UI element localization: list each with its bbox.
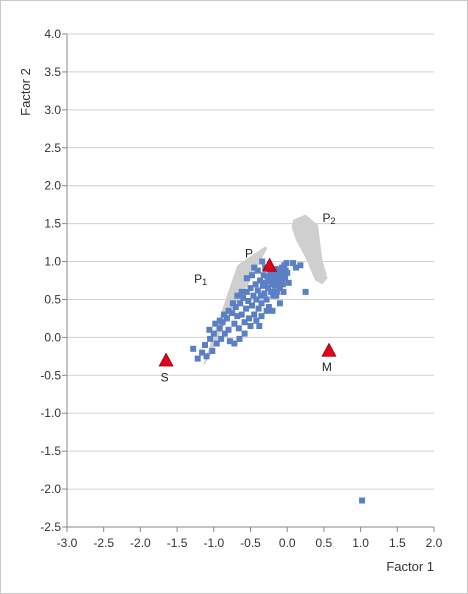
- y-tick-label: 2.0: [44, 179, 61, 193]
- sample-point: [190, 346, 196, 352]
- x-tick-label: 1.5: [389, 536, 406, 550]
- sample-point: [221, 312, 227, 318]
- sample-point: [281, 289, 287, 295]
- sample-point: [255, 287, 261, 293]
- sample-point: [273, 293, 279, 299]
- field-label-p1: P1: [194, 272, 207, 287]
- sample-point: [303, 289, 309, 295]
- y-tick-label: 0.5: [44, 292, 61, 306]
- sample-points: [190, 259, 365, 504]
- x-tick-label: -2.0: [130, 536, 151, 550]
- x-tick-label: 2.0: [426, 536, 443, 550]
- x-tick-label: -2.5: [93, 536, 114, 550]
- sample-point: [280, 281, 286, 287]
- gridlines: [67, 34, 434, 527]
- y-tick-label: -2.0: [40, 482, 61, 496]
- y-tick-label: -1.5: [40, 444, 61, 458]
- sample-point: [209, 348, 215, 354]
- sample-point: [259, 259, 265, 265]
- y-tick-label: 1.0: [44, 255, 61, 269]
- sample-point: [284, 270, 290, 276]
- y-tick-label: 4.0: [44, 27, 61, 41]
- sample-point: [284, 260, 290, 266]
- y-tick-label: 3.0: [44, 103, 61, 117]
- reference-point-m: [322, 343, 336, 356]
- sample-point: [204, 353, 210, 359]
- sample-point: [297, 262, 303, 268]
- sample-point: [246, 315, 252, 321]
- sample-point: [236, 325, 242, 331]
- x-tick-label: -1.0: [203, 536, 224, 550]
- y-tick-label: 2.5: [44, 141, 61, 155]
- sample-point: [256, 306, 262, 312]
- sample-point: [212, 321, 218, 327]
- sample-point: [239, 312, 245, 318]
- sample-point: [206, 327, 212, 333]
- sample-point: [264, 297, 270, 303]
- y-tick-label: -0.5: [40, 368, 61, 382]
- x-tick-label: 0.0: [279, 536, 296, 550]
- sample-point: [359, 498, 365, 504]
- sample-point: [218, 336, 224, 342]
- reference-label-m: M: [322, 360, 332, 374]
- x-tick-label: 0.5: [316, 536, 333, 550]
- reference-point-s: [159, 353, 173, 366]
- y-tick-label: -2.5: [40, 520, 61, 534]
- x-tick-labels: -3.0 -2.5 -2.0 -1.5 -1.0 -0.5 0.0 0.5 1.0 1.5 2.0: [57, 536, 443, 550]
- sample-point: [249, 303, 255, 309]
- sample-point: [234, 293, 240, 299]
- sample-point: [286, 280, 292, 286]
- sample-point: [264, 308, 270, 314]
- x-tick-label: -3.0: [57, 536, 78, 550]
- field-label-p2: P2: [323, 211, 336, 226]
- sample-point: [251, 265, 257, 271]
- sample-point: [202, 342, 208, 348]
- sample-point: [256, 323, 262, 329]
- sample-point: [253, 318, 259, 324]
- x-tick-label: -0.5: [240, 536, 261, 550]
- x-tick-label: 1.0: [352, 536, 369, 550]
- sample-point: [249, 272, 255, 278]
- y-tick-label: 3.5: [44, 65, 61, 79]
- sample-point: [237, 300, 243, 306]
- sample-point: [230, 300, 236, 306]
- sample-point: [244, 275, 250, 281]
- sample-point: [248, 323, 254, 329]
- sample-point: [277, 300, 283, 306]
- x-axis-label: Factor 1: [386, 559, 434, 574]
- sample-point: [261, 290, 267, 296]
- y-tick-label: 0.0: [44, 330, 61, 344]
- sample-point: [270, 308, 276, 314]
- sample-point: [231, 341, 237, 347]
- x-tick-label: -1.5: [167, 536, 188, 550]
- sample-point: [242, 331, 248, 337]
- sample-point: [243, 306, 249, 312]
- sample-point: [195, 356, 201, 362]
- y-tick-label: -1.0: [40, 406, 61, 420]
- sample-point: [207, 336, 213, 342]
- sample-point: [251, 312, 257, 318]
- sample-point: [226, 327, 232, 333]
- sample-point: [257, 278, 263, 284]
- y-axis-label: Factor 2: [18, 68, 33, 116]
- reference-label-s: S: [161, 370, 169, 384]
- reference-label-p: P: [245, 247, 253, 261]
- y-tick-labels: 4.0 3.5 3.0 2.5 2.0 1.5 1.0 0.5 0.0 -0.5 -1.0 -1.5 -…: [40, 27, 61, 534]
- y-tick-label: 1.5: [44, 217, 61, 231]
